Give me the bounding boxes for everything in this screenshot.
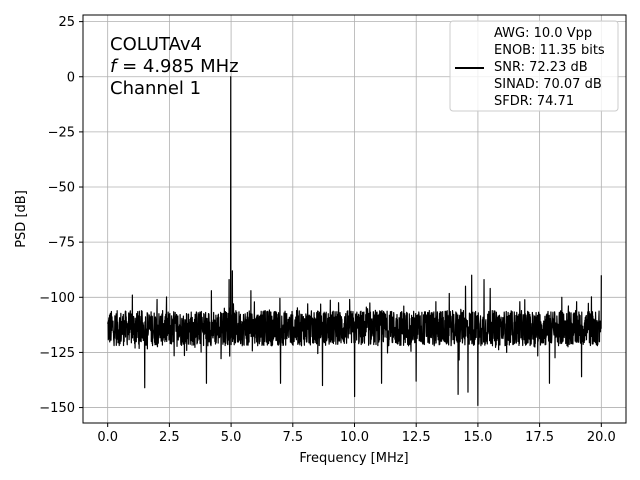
x-tick-label: 7.5 xyxy=(282,430,303,445)
y-tick-label: −100 xyxy=(39,291,75,306)
x-tick-label: 0.0 xyxy=(97,430,118,445)
y-tick-label: −150 xyxy=(39,401,75,416)
y-axis-ticks: 25 0 −25 −50 −75 −100 −125 −150 xyxy=(39,15,83,416)
y-tick-label: −75 xyxy=(48,236,75,251)
legend-sfdr: SFDR: 74.71 xyxy=(494,94,574,109)
x-tick-label: 17.5 xyxy=(525,430,554,445)
y-tick-label: −50 xyxy=(48,181,75,196)
x-tick-label: 20.0 xyxy=(587,430,616,445)
y-tick-label: 0 xyxy=(67,70,75,85)
x-tick-label: 15.0 xyxy=(463,430,492,445)
legend: AWG: 10.0 Vpp ENOB: 11.35 bits SNR: 72.2… xyxy=(449,20,619,112)
y-axis-label: PSD [dB] xyxy=(14,190,29,248)
annotation-frequency-symbol: f xyxy=(110,56,119,77)
annotation-box: COLUTAv4 f = 4.985 MHz Channel 1 xyxy=(110,34,239,99)
x-tick-label: 10.0 xyxy=(340,430,369,445)
legend-awg: AWG: 10.0 Vpp xyxy=(494,26,592,41)
psd-trace xyxy=(107,76,602,406)
annotation-frequency: f = 4.985 MHz xyxy=(110,56,239,77)
x-tick-label: 5.0 xyxy=(221,430,242,445)
legend-snr: SNR: 72.23 dB xyxy=(494,60,588,75)
x-axis-ticks: 0.0 2.5 5.0 7.5 10.0 12.5 15.0 17.5 20.0 xyxy=(97,423,616,445)
y-tick-label: −25 xyxy=(48,125,75,140)
y-tick-label: 25 xyxy=(58,15,75,30)
annotation-frequency-value: = 4.985 MHz xyxy=(116,56,238,77)
x-axis-label: Frequency [MHz] xyxy=(299,451,408,466)
x-tick-label: 2.5 xyxy=(159,430,180,445)
legend-box xyxy=(449,20,619,112)
psd-series xyxy=(107,76,602,406)
annotation-device: COLUTAv4 xyxy=(110,34,202,55)
legend-enob: ENOB: 11.35 bits xyxy=(494,43,605,58)
x-tick-label: 12.5 xyxy=(402,430,431,445)
annotation-channel: Channel 1 xyxy=(110,78,201,99)
grid xyxy=(83,15,626,423)
y-tick-label: −125 xyxy=(39,346,75,361)
legend-sinad: SINAD: 70.07 dB xyxy=(494,77,602,92)
